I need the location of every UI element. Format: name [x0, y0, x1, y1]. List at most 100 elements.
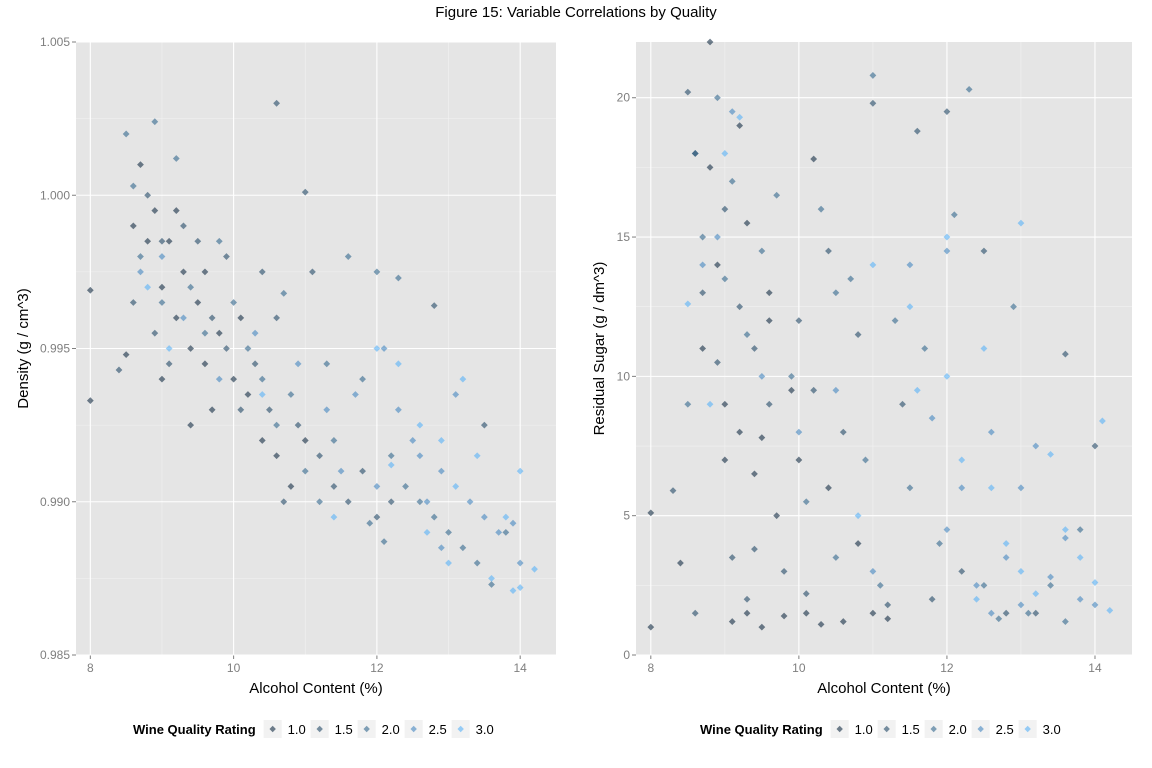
data-point [344, 498, 352, 506]
legend-key-diamond [363, 725, 370, 733]
data-point [473, 559, 481, 567]
data-point [122, 130, 130, 138]
y-tick-label: 20 [617, 91, 631, 105]
legend-title: Wine Quality Rating [700, 722, 823, 737]
data-point [788, 386, 795, 394]
data-point [1032, 590, 1040, 598]
data-point [86, 286, 94, 294]
data-point [258, 375, 266, 383]
data-point [1061, 526, 1069, 534]
data-point [237, 314, 245, 322]
data-point [273, 314, 280, 322]
legend-key-diamond [457, 725, 464, 733]
data-point [854, 331, 862, 338]
data-point [301, 467, 309, 475]
data-point [995, 615, 1003, 623]
legend-label: 3.0 [476, 722, 494, 737]
data-point [137, 268, 144, 276]
data-point [516, 584, 524, 591]
data-point [488, 574, 495, 582]
data-point [373, 513, 381, 521]
data-point [151, 329, 159, 337]
data-point [899, 400, 906, 408]
data-point [359, 375, 366, 383]
data-point [906, 303, 914, 311]
legend-label: 2.0 [382, 722, 400, 737]
y-tick-label: 5 [623, 509, 630, 523]
legend-title: Wine Quality Rating [133, 722, 256, 737]
data-point [129, 222, 137, 230]
data-point [847, 275, 855, 283]
y-axis-label: Density (g / cm^3) [15, 288, 32, 408]
data-point [943, 372, 951, 380]
x-tick-label: 10 [227, 661, 241, 675]
data-point [287, 483, 295, 490]
data-point [237, 406, 245, 414]
data-point [165, 345, 173, 352]
data-point [1106, 607, 1114, 614]
data-point [380, 345, 388, 352]
data-point [480, 513, 488, 521]
data-point [151, 207, 159, 214]
legend-label: 2.5 [996, 722, 1014, 737]
data-point [244, 345, 252, 352]
data-point [387, 452, 395, 460]
data-point [765, 317, 773, 325]
data-point [380, 538, 388, 545]
data-point [323, 360, 331, 368]
legend-left: Wine Quality Rating 1.0 1.5 2.0 2.5 3.0 [133, 720, 494, 738]
data-point [416, 421, 424, 429]
data-point [273, 99, 280, 107]
data-point [280, 498, 288, 506]
data-point [201, 329, 209, 337]
data-point [301, 188, 309, 196]
data-point [706, 400, 714, 408]
data-point [869, 261, 877, 269]
data-point [691, 150, 699, 157]
data-point [115, 366, 123, 374]
data-point [1047, 581, 1054, 589]
data-point [187, 345, 195, 352]
data-point [309, 268, 316, 276]
data-point [943, 526, 951, 534]
data-point [387, 461, 395, 469]
data-point [714, 233, 721, 241]
data-point [684, 88, 692, 96]
data-point [758, 372, 766, 380]
data-point [445, 559, 452, 567]
data-point [677, 559, 684, 567]
data-point [258, 391, 266, 398]
data-point [172, 207, 180, 214]
legend-key-diamond [836, 725, 843, 733]
data-point [208, 406, 216, 414]
data-point [423, 498, 431, 506]
data-point [743, 219, 751, 227]
data-point [699, 345, 707, 352]
data-point [1076, 554, 1084, 561]
data-point [1017, 484, 1025, 492]
data-point [509, 519, 517, 527]
data-point [825, 484, 832, 492]
data-point [488, 581, 495, 588]
data-point [765, 289, 773, 297]
data-point [728, 554, 736, 561]
data-point [721, 275, 729, 283]
data-point [452, 483, 460, 490]
data-point [323, 406, 331, 414]
data-point [387, 498, 395, 506]
y-tick-label: 1.000 [40, 188, 70, 202]
data-point [330, 437, 338, 444]
x-tick-label: 10 [792, 661, 806, 675]
data-point [1032, 609, 1040, 617]
data-point [751, 345, 758, 352]
y-tick-label: 0.990 [40, 495, 70, 509]
data-point [294, 360, 302, 368]
data-point [721, 205, 729, 213]
x-tick-label: 12 [370, 661, 384, 675]
data-point [684, 400, 692, 408]
data-point [158, 253, 166, 260]
data-point [647, 509, 655, 517]
data-point [165, 237, 173, 245]
data-point [714, 261, 721, 269]
data-point [330, 513, 338, 521]
